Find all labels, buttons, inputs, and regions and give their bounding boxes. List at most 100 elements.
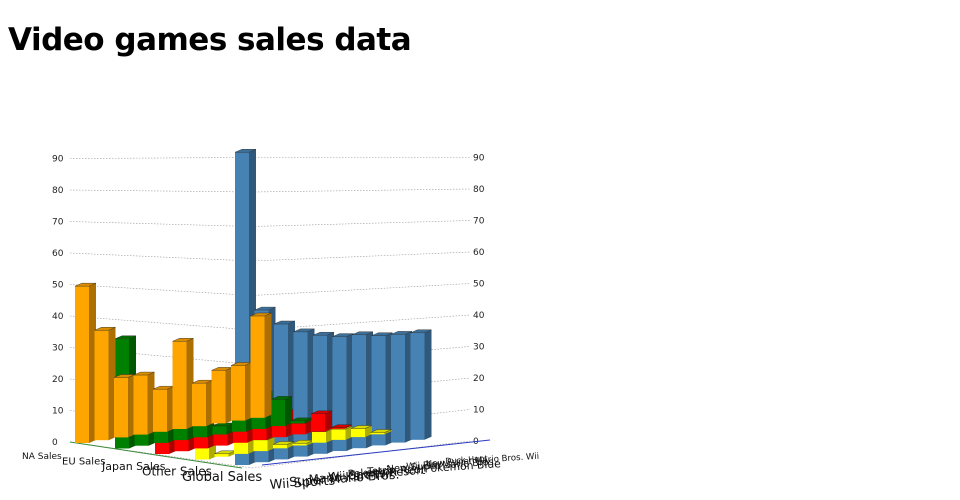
gridline-right xyxy=(251,283,471,296)
bar-global-sales xyxy=(410,329,432,440)
series-label: Japan Sales xyxy=(101,460,166,473)
bar-side xyxy=(345,426,353,440)
bar-top xyxy=(370,429,392,433)
bar-front xyxy=(290,420,305,424)
bar-side xyxy=(248,438,255,454)
bar-japan-sales xyxy=(310,410,333,432)
bar-side xyxy=(385,332,393,446)
gridline-right xyxy=(251,251,471,262)
y-tick-label-left: 80 xyxy=(52,186,64,196)
bar-front xyxy=(391,334,405,443)
bar-top xyxy=(94,327,116,331)
bar-top xyxy=(133,371,155,376)
bar-side xyxy=(267,436,275,452)
bar-top xyxy=(350,425,373,429)
page-title: Video games sales data xyxy=(8,22,412,58)
category-label: Wii Sports Resort xyxy=(328,463,426,484)
bar-front xyxy=(410,332,425,440)
y-tick-label-left: 10 xyxy=(52,407,64,417)
bar-side xyxy=(147,372,155,435)
y-tick-label-left: 50 xyxy=(52,281,64,291)
bar-front xyxy=(271,399,285,427)
bar-top xyxy=(250,312,272,317)
bar-front xyxy=(312,431,326,443)
bar-front xyxy=(155,439,169,454)
bar-top xyxy=(312,332,335,336)
bar-side xyxy=(405,331,412,443)
bar-front xyxy=(214,453,229,457)
y-tick-label-left: 90 xyxy=(52,155,64,165)
bar-side xyxy=(344,424,352,429)
gridline-left xyxy=(69,284,253,296)
bar-top xyxy=(272,441,295,445)
bar-front xyxy=(250,316,265,418)
bar-side xyxy=(384,429,392,435)
bar-side xyxy=(304,417,312,424)
bar-na-sales xyxy=(74,282,97,443)
bar-na-sales xyxy=(172,338,194,429)
category-label: Tetris xyxy=(366,464,395,478)
bar-global-sales xyxy=(332,333,354,451)
bar-other-sales xyxy=(292,440,314,446)
gridline-left xyxy=(69,157,253,159)
bar-side xyxy=(325,410,332,432)
bar-side xyxy=(206,380,213,427)
bar-side xyxy=(128,374,135,438)
bar-top xyxy=(332,333,354,337)
bar-front xyxy=(292,443,307,446)
bar-global-sales xyxy=(293,328,315,457)
bar-front xyxy=(274,324,288,460)
bar-other-sales xyxy=(350,425,373,438)
bar-front xyxy=(352,334,366,449)
bar-side xyxy=(305,420,313,435)
bar-na-sales xyxy=(250,312,272,418)
bar-front xyxy=(371,335,386,446)
bar-side xyxy=(346,333,354,451)
bar-side xyxy=(245,362,252,421)
bar-top xyxy=(273,320,296,325)
bar-top xyxy=(310,410,333,415)
bar-side xyxy=(264,313,272,418)
bar-side xyxy=(167,386,174,432)
bar-other-sales xyxy=(272,441,295,449)
y-tick-label-left: 40 xyxy=(52,312,64,322)
gridline-right xyxy=(251,188,471,193)
bar-other-sales xyxy=(370,429,392,435)
bar-eu-sales xyxy=(270,396,293,427)
gridline-right xyxy=(251,220,471,227)
bar-side xyxy=(186,338,194,429)
bar-front xyxy=(153,389,167,432)
y-tick-label-right: 80 xyxy=(473,185,485,195)
series-label: Global Sales xyxy=(182,470,262,485)
y-tick-label-right: 10 xyxy=(473,406,485,416)
y-tick-label-left: 70 xyxy=(52,218,64,228)
bar-front xyxy=(212,425,227,435)
bar-na-sales xyxy=(191,379,214,427)
bar-front xyxy=(134,432,149,446)
bar-front xyxy=(192,383,206,427)
bar-side xyxy=(108,327,116,441)
bar-na-sales xyxy=(94,327,116,441)
bar-top xyxy=(254,306,276,311)
bar-front xyxy=(213,433,228,446)
bar-front xyxy=(331,429,346,440)
bar-side xyxy=(89,283,96,443)
series-label: EU Sales xyxy=(62,457,105,468)
bar-front xyxy=(133,375,148,435)
y-tick-label-left: 30 xyxy=(52,344,64,354)
gridline-left xyxy=(69,189,253,193)
bar-side xyxy=(306,440,314,446)
bar-top xyxy=(270,396,293,400)
category-label: Mario Kart Wii xyxy=(308,467,392,487)
bar-top xyxy=(74,282,97,287)
y-tick-label-right: 90 xyxy=(473,154,485,164)
bar-side xyxy=(366,331,373,449)
bar-side xyxy=(227,430,235,446)
bar-front xyxy=(311,413,325,432)
bar-top xyxy=(172,338,194,342)
category-label: Wii Play xyxy=(406,460,443,473)
bar-na-sales xyxy=(113,374,136,438)
y-tick-label-right: 40 xyxy=(473,311,485,321)
y-tick-label-left: 60 xyxy=(52,249,64,259)
y-tick-label-right: 50 xyxy=(473,280,485,290)
